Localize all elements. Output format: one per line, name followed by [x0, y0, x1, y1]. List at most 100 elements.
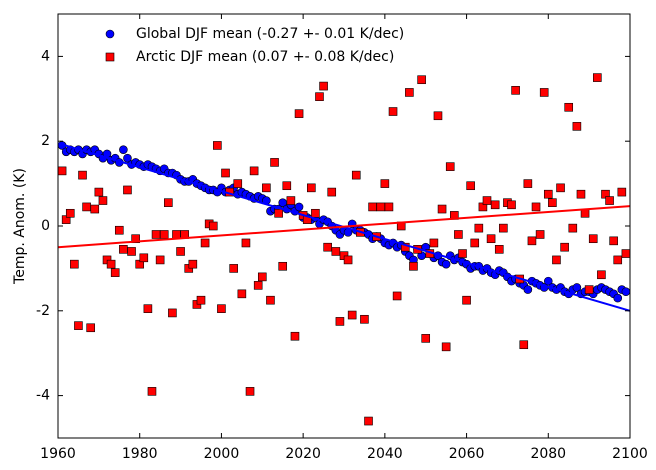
square-marker — [519, 340, 529, 350]
circle-marker — [119, 145, 128, 154]
square-marker — [208, 221, 218, 231]
square-marker — [613, 255, 623, 265]
square-marker — [94, 187, 104, 197]
circle-marker — [613, 293, 623, 303]
square-marker — [597, 270, 606, 280]
plot-frame — [57, 13, 631, 439]
square-marker — [327, 187, 337, 197]
square-marker — [74, 321, 83, 330]
square-marker — [474, 223, 484, 233]
square-marker — [368, 202, 377, 212]
legend-label: Global DJF mean (-0.27 +- 0.01 K/dec) — [136, 26, 404, 42]
circle-marker — [123, 153, 132, 163]
square-marker — [90, 204, 100, 214]
circle-marker — [572, 283, 582, 292]
square-marker — [564, 102, 574, 112]
square-marker — [347, 310, 357, 320]
square-marker — [176, 247, 185, 256]
square-marker — [147, 387, 157, 396]
square-marker — [319, 81, 328, 91]
square-marker — [433, 111, 443, 121]
square-marker — [331, 247, 341, 256]
y-tick-label: -4 — [36, 388, 50, 404]
square-marker — [364, 416, 373, 426]
square-marker — [388, 107, 398, 116]
square-marker — [588, 234, 598, 244]
circle-marker — [523, 285, 533, 294]
x-tick-label: 2060 — [449, 446, 485, 462]
x-tick-label: 2080 — [530, 446, 566, 462]
square-marker — [217, 304, 226, 313]
square-marker — [143, 304, 153, 313]
x-tick-label: 1960 — [40, 446, 76, 462]
square-marker — [213, 141, 222, 150]
legend-marker — [105, 52, 115, 62]
square-marker — [445, 162, 455, 171]
square-marker — [253, 281, 263, 290]
square-marker — [429, 238, 439, 248]
square-marker — [114, 225, 124, 235]
square-marker — [605, 196, 614, 205]
square-marker — [335, 317, 345, 326]
square-marker — [262, 183, 271, 193]
square-marker — [188, 259, 198, 269]
square-marker — [584, 285, 594, 294]
square-marker — [560, 242, 569, 252]
square-marker — [511, 86, 520, 95]
square-marker — [568, 223, 578, 233]
square-marker — [270, 158, 279, 167]
square-marker — [466, 181, 475, 191]
trend-line — [57, 205, 631, 249]
square-marker — [421, 334, 431, 343]
square-marker — [159, 230, 169, 239]
square-marker — [249, 166, 259, 176]
square-marker — [323, 242, 332, 252]
legend-marker — [105, 29, 115, 39]
square-marker — [482, 196, 492, 205]
square-marker — [494, 245, 504, 254]
square-marker — [343, 255, 353, 265]
square-marker — [454, 230, 463, 239]
square-marker — [609, 236, 618, 246]
square-marker — [82, 202, 91, 212]
square-marker — [286, 196, 296, 205]
square-marker — [409, 261, 418, 271]
square-marker — [229, 264, 238, 273]
square-marker — [543, 189, 553, 199]
square-marker — [307, 183, 316, 193]
y-tick-label: 0 — [41, 218, 50, 234]
square-marker — [119, 245, 128, 254]
square-marker — [70, 259, 79, 269]
square-marker — [123, 185, 132, 195]
square-marker — [576, 189, 586, 199]
square-marker — [437, 204, 447, 214]
square-marker — [164, 198, 173, 207]
square-marker — [290, 331, 300, 341]
y-tick-label: 4 — [41, 48, 50, 64]
circle-marker — [543, 276, 553, 286]
square-marker — [266, 295, 275, 305]
y-axis-label: Temp. Anom. (K) — [12, 168, 28, 285]
x-tick-label: 2020 — [285, 446, 321, 462]
square-marker — [523, 179, 533, 188]
legend-label: Arctic DJF mean (0.07 +- 0.08 K/dec) — [136, 49, 394, 65]
square-marker — [233, 179, 243, 188]
square-marker — [535, 230, 545, 239]
square-marker — [237, 289, 247, 299]
square-marker — [78, 170, 87, 180]
circle-marker — [621, 287, 631, 297]
square-marker — [384, 202, 394, 212]
square-marker — [351, 170, 361, 180]
circle-marker — [441, 259, 451, 269]
circle-marker — [294, 202, 304, 212]
square-marker — [311, 208, 320, 218]
square-marker — [196, 295, 206, 305]
square-marker — [221, 168, 230, 178]
square-marker — [392, 291, 402, 301]
square-marker — [257, 272, 267, 282]
square-marker — [155, 255, 165, 265]
square-marker — [274, 208, 283, 218]
square-marker — [441, 342, 451, 352]
square-marker — [376, 202, 386, 212]
